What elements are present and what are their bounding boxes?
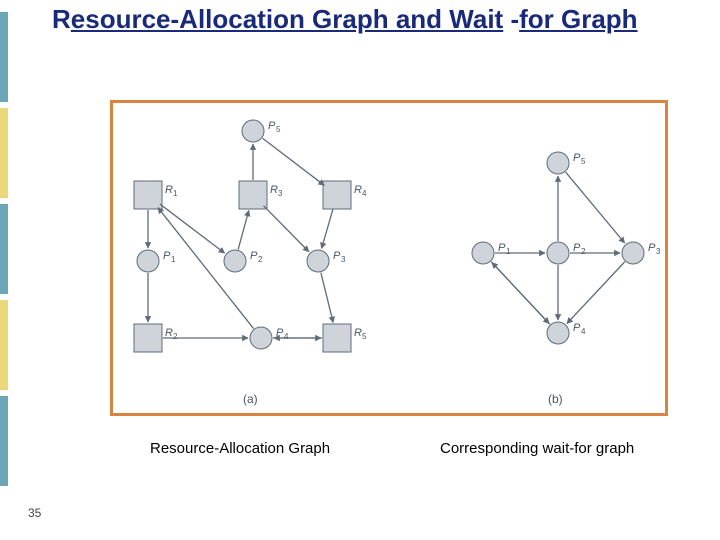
accent-stripe bbox=[0, 396, 8, 486]
svg-text:P: P bbox=[573, 152, 581, 164]
svg-text:5: 5 bbox=[581, 157, 586, 166]
figure-caption: Corresponding wait-for graph bbox=[440, 440, 634, 457]
svg-text:3: 3 bbox=[341, 255, 346, 264]
svg-text:P: P bbox=[276, 327, 284, 339]
svg-text:3: 3 bbox=[278, 189, 283, 198]
svg-text:P: P bbox=[648, 242, 656, 254]
svg-text:1: 1 bbox=[171, 255, 176, 264]
svg-text:4: 4 bbox=[284, 332, 289, 341]
svg-text:2: 2 bbox=[258, 255, 263, 264]
accent-stripe bbox=[0, 204, 8, 294]
svg-text:3: 3 bbox=[656, 247, 661, 256]
svg-text:R: R bbox=[354, 327, 362, 339]
accent-stripe bbox=[0, 108, 8, 198]
svg-text:1: 1 bbox=[506, 247, 511, 256]
accent-stripe bbox=[0, 300, 8, 390]
svg-text:P: P bbox=[498, 242, 506, 254]
slide: { "page": { "width":720, "height":540, "… bbox=[0, 0, 720, 540]
page-number: 35 bbox=[28, 506, 41, 520]
accent-stripe bbox=[0, 12, 8, 102]
svg-text:4: 4 bbox=[581, 327, 586, 336]
svg-text:4: 4 bbox=[362, 189, 367, 198]
svg-text:R: R bbox=[354, 184, 362, 196]
figure-caption: Resource-Allocation Graph bbox=[150, 440, 330, 457]
svg-text:R: R bbox=[165, 184, 173, 196]
svg-text:P: P bbox=[250, 250, 258, 262]
svg-text:5: 5 bbox=[276, 125, 281, 134]
svg-text:1: 1 bbox=[173, 189, 178, 198]
svg-text:P: P bbox=[333, 250, 341, 262]
diagram-svg: R1R3R4R2R5P5P1P2P3P4(a)P5P1P2P3P4(b) bbox=[113, 103, 665, 413]
svg-text:(b): (b) bbox=[548, 392, 563, 406]
svg-text:P: P bbox=[573, 242, 581, 254]
figure-frame: R1R3R4R2R5P5P1P2P3P4(a)P5P1P2P3P4(b) bbox=[110, 100, 668, 416]
svg-text:P: P bbox=[573, 322, 581, 334]
svg-text:R: R bbox=[270, 184, 278, 196]
svg-text:P: P bbox=[163, 250, 171, 262]
svg-text:2: 2 bbox=[173, 332, 178, 341]
svg-text:R: R bbox=[165, 327, 173, 339]
svg-text:(a): (a) bbox=[243, 392, 258, 406]
svg-text:5: 5 bbox=[362, 332, 367, 341]
slide-title: Resource-Allocation Graph and Wait -for … bbox=[52, 6, 692, 33]
svg-text:2: 2 bbox=[581, 247, 586, 256]
svg-text:P: P bbox=[268, 120, 276, 132]
